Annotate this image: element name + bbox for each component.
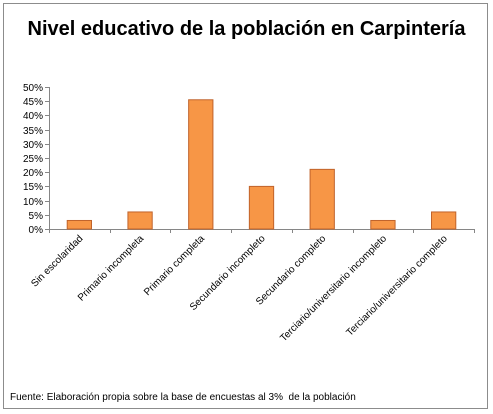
y-tick-label: 30% — [23, 140, 43, 151]
y-tick-label: 40% — [23, 111, 43, 122]
y-tick-label: 0% — [29, 225, 44, 236]
bar — [309, 168, 335, 230]
bar — [431, 211, 457, 230]
y-tick-label: 45% — [23, 97, 43, 108]
y-tick-label: 5% — [29, 211, 44, 222]
bar — [127, 211, 153, 230]
chart-title: Nivel educativo de la población en Carpi… — [27, 18, 466, 40]
y-tick-label: 25% — [23, 154, 43, 165]
source-note: Fuente: Elaboración propia sobre la base… — [10, 392, 356, 403]
category-label: Terciario/universitario incompleto — [278, 233, 389, 344]
bar — [188, 99, 214, 230]
chart-frame: Nivel educativo de la población en Carpi… — [3, 3, 488, 409]
y-tick-label: 10% — [23, 197, 43, 208]
bar — [370, 219, 396, 230]
y-tick-label: 50% — [23, 83, 43, 94]
y-tick-label: 20% — [23, 168, 43, 179]
y-tick-label: 15% — [23, 182, 43, 193]
bar — [66, 219, 93, 230]
category-label: Primario incompleta — [76, 233, 147, 304]
category-label: Primario completa — [142, 233, 207, 298]
category-label: Sin escolaridad — [29, 233, 85, 289]
bar — [248, 185, 275, 230]
category-label: Terciario/universitario completo — [345, 233, 451, 339]
y-tick-label: 35% — [23, 126, 43, 137]
